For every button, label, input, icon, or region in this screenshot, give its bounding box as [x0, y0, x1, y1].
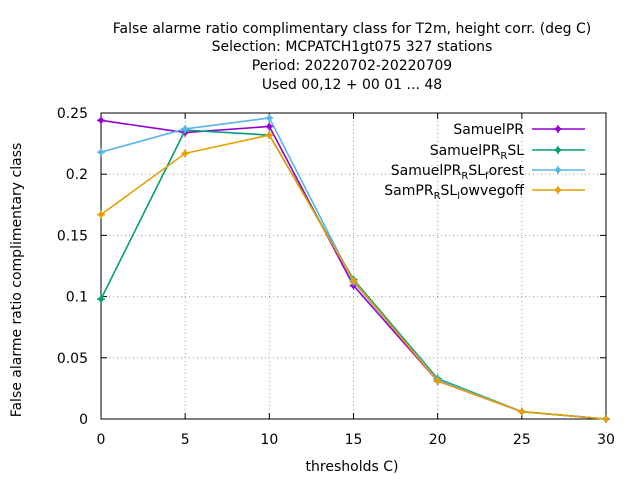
legend-label: SamuelPR	[453, 122, 524, 138]
data-point	[265, 113, 274, 122]
legend-label: SamuelPRRSL	[430, 143, 524, 162]
x-tick-label: 30	[597, 432, 615, 448]
legend-swatch-marker	[554, 146, 562, 154]
data-point	[602, 415, 610, 423]
data-point	[97, 148, 105, 157]
x-tick-label: 5	[181, 432, 190, 448]
data-point	[433, 377, 442, 386]
legend-label-part: SamuelPR	[453, 122, 524, 138]
legend-label-part: SamuelPR	[430, 143, 501, 159]
legend-label-part: R	[500, 151, 507, 162]
x-axis-tick-labels: 0 5 10 15 20 25 30	[97, 432, 615, 448]
data-point	[181, 149, 190, 158]
y-tick-label: 0.05	[57, 351, 88, 367]
data-point	[265, 122, 274, 131]
x-tick-label: 20	[429, 432, 447, 448]
legend-entry: SamuelPRRSLforest	[391, 163, 585, 182]
y-tick-label: 0.2	[66, 167, 88, 183]
data-point	[517, 407, 526, 416]
legend-label-part: R	[461, 171, 468, 182]
legend-label-part: l	[457, 191, 460, 202]
legend-label-part: SL	[507, 143, 524, 159]
series-4	[97, 131, 610, 423]
x-tick-label: 15	[345, 432, 363, 448]
data-point	[181, 124, 190, 133]
legend-swatch-marker	[554, 166, 562, 174]
y-tick-label: 0.25	[57, 106, 88, 122]
data-point	[349, 276, 358, 285]
legend-label-part: SL	[468, 163, 485, 179]
x-tick-label: 25	[513, 432, 531, 448]
data-point	[265, 131, 274, 140]
data-point	[97, 116, 105, 125]
legend-label-part: owvegoff	[460, 183, 524, 199]
legend-label-part: SamuelPR	[391, 163, 462, 179]
legend-label: SamuelPRRSLforest	[391, 163, 525, 182]
y-axis-label: False alarme ratio complimentary class	[9, 143, 25, 418]
legend-label-part: orest	[489, 163, 525, 179]
x-tick-label: 0	[97, 432, 106, 448]
data-point	[97, 295, 105, 304]
legend-entry: SamPRRSLlowvegoff	[384, 183, 585, 202]
title-line-1: False alarme ratio complimentary class f…	[113, 21, 592, 37]
legend-label-part: SamPR	[384, 183, 434, 199]
legend-swatch-marker	[554, 125, 562, 133]
legend: SamuelPRSamuelPRRSLSamuelPRRSLforestSamP…	[384, 122, 585, 202]
legend-label: SamPRRSLlowvegoff	[384, 183, 524, 202]
data-point	[97, 210, 105, 219]
y-tick-label: 0.1	[66, 290, 88, 306]
legend-label-part: R	[434, 191, 441, 202]
title-line-4: Used 00,12 + 00 01 ... 48	[262, 77, 442, 93]
series-3	[97, 113, 610, 423]
series-group	[97, 113, 610, 423]
title-line-3: Period: 20220702-20220709	[252, 58, 452, 74]
legend-label-part: f	[485, 171, 489, 182]
chart-title: False alarme ratio complimentary class f…	[113, 21, 592, 93]
y-tick-label: 0.15	[57, 228, 88, 244]
grid-lines	[101, 113, 606, 419]
y-tick-label: 0	[79, 412, 88, 428]
x-tick-label: 10	[260, 432, 278, 448]
y-axis-tick-labels: 0 0.05 0.1 0.15 0.2 0.25	[57, 106, 88, 428]
legend-label-part: SL	[441, 183, 458, 199]
x-axis-label: thresholds C)	[306, 459, 399, 475]
legend-entry: SamuelPR	[453, 122, 585, 138]
legend-entry: SamuelPRRSL	[430, 143, 585, 162]
title-line-2: Selection: MCPATCH1gt075 327 stations	[212, 39, 493, 55]
legend-swatch-marker	[554, 186, 562, 194]
